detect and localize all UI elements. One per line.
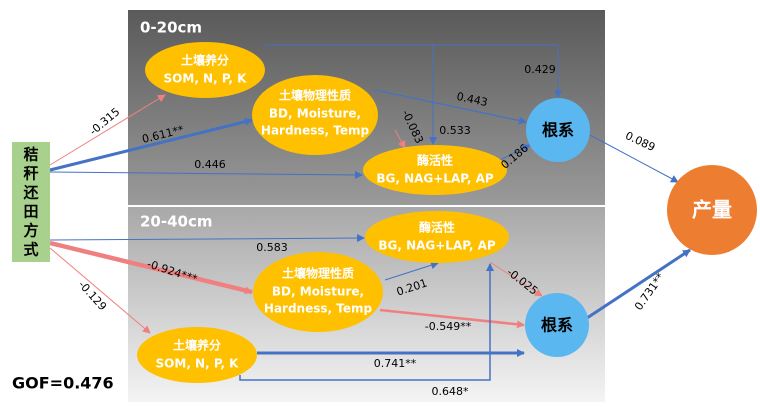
yield-label: 产量 xyxy=(692,198,732,222)
node-text: BD, Moisture, xyxy=(272,285,364,299)
path-coef: 0.648* xyxy=(432,385,469,398)
top-nodes: 土壤养分 SOM, N, P, K 土壤物理性质 BD, Moisture, H… xyxy=(145,42,590,195)
node-title: 酶活性 xyxy=(417,153,453,168)
path-coef: 0.741** xyxy=(374,357,417,370)
path-coef: 0.533 xyxy=(439,124,471,137)
bottom-nodes: 酶活性 BG, NAG+LAP, AP 土壤物理性质 BD, Moisture,… xyxy=(137,211,589,383)
node-text: SOM, N, P, K xyxy=(156,357,240,371)
treatment-char: 秆 xyxy=(23,165,38,183)
node-text: BG, NAG+LAP, AP xyxy=(378,239,496,253)
treatment-char: 方 xyxy=(23,222,38,240)
node-title: 土壤物理性质 xyxy=(279,88,351,103)
node-text: Hardness, Temp xyxy=(261,124,370,138)
node-title: 根系 xyxy=(541,316,573,335)
node-text: SOM, N, P, K xyxy=(164,72,248,86)
path-coef: 0.443 xyxy=(455,90,489,109)
node-text: Hardness, Temp xyxy=(264,302,373,316)
path-coef: -0.315 xyxy=(87,105,123,138)
node-title: 土壤养分 xyxy=(173,338,221,353)
path-coef: 0.446 xyxy=(194,158,226,171)
treatment-char: 式 xyxy=(23,241,38,259)
node-text: BD, Moisture, xyxy=(269,107,361,121)
node-title: 土壤物理性质 xyxy=(282,266,354,281)
node-text: BG, NAG+LAP, AP xyxy=(376,172,494,186)
node-title: 根系 xyxy=(542,121,574,140)
panel-label: 0-20cm xyxy=(140,19,202,37)
treatment-char: 还 xyxy=(22,184,39,202)
treatment-char: 秸 xyxy=(23,146,38,164)
path-coef: 0.089 xyxy=(623,129,657,154)
node-title: 土壤养分 xyxy=(181,53,229,68)
path-coef: 0.583 xyxy=(256,241,288,254)
path-coef: -0.549** xyxy=(425,320,472,333)
gof: GOF=0.476 xyxy=(12,374,114,393)
panel-label: 20-40cm xyxy=(140,213,213,231)
node-title: 酶活性 xyxy=(419,220,455,235)
arrows xyxy=(49,44,691,381)
treatment-char: 田 xyxy=(23,203,38,221)
treatment-box xyxy=(12,142,50,262)
path-coef: 0.429 xyxy=(524,63,556,76)
yield-node xyxy=(667,165,757,255)
